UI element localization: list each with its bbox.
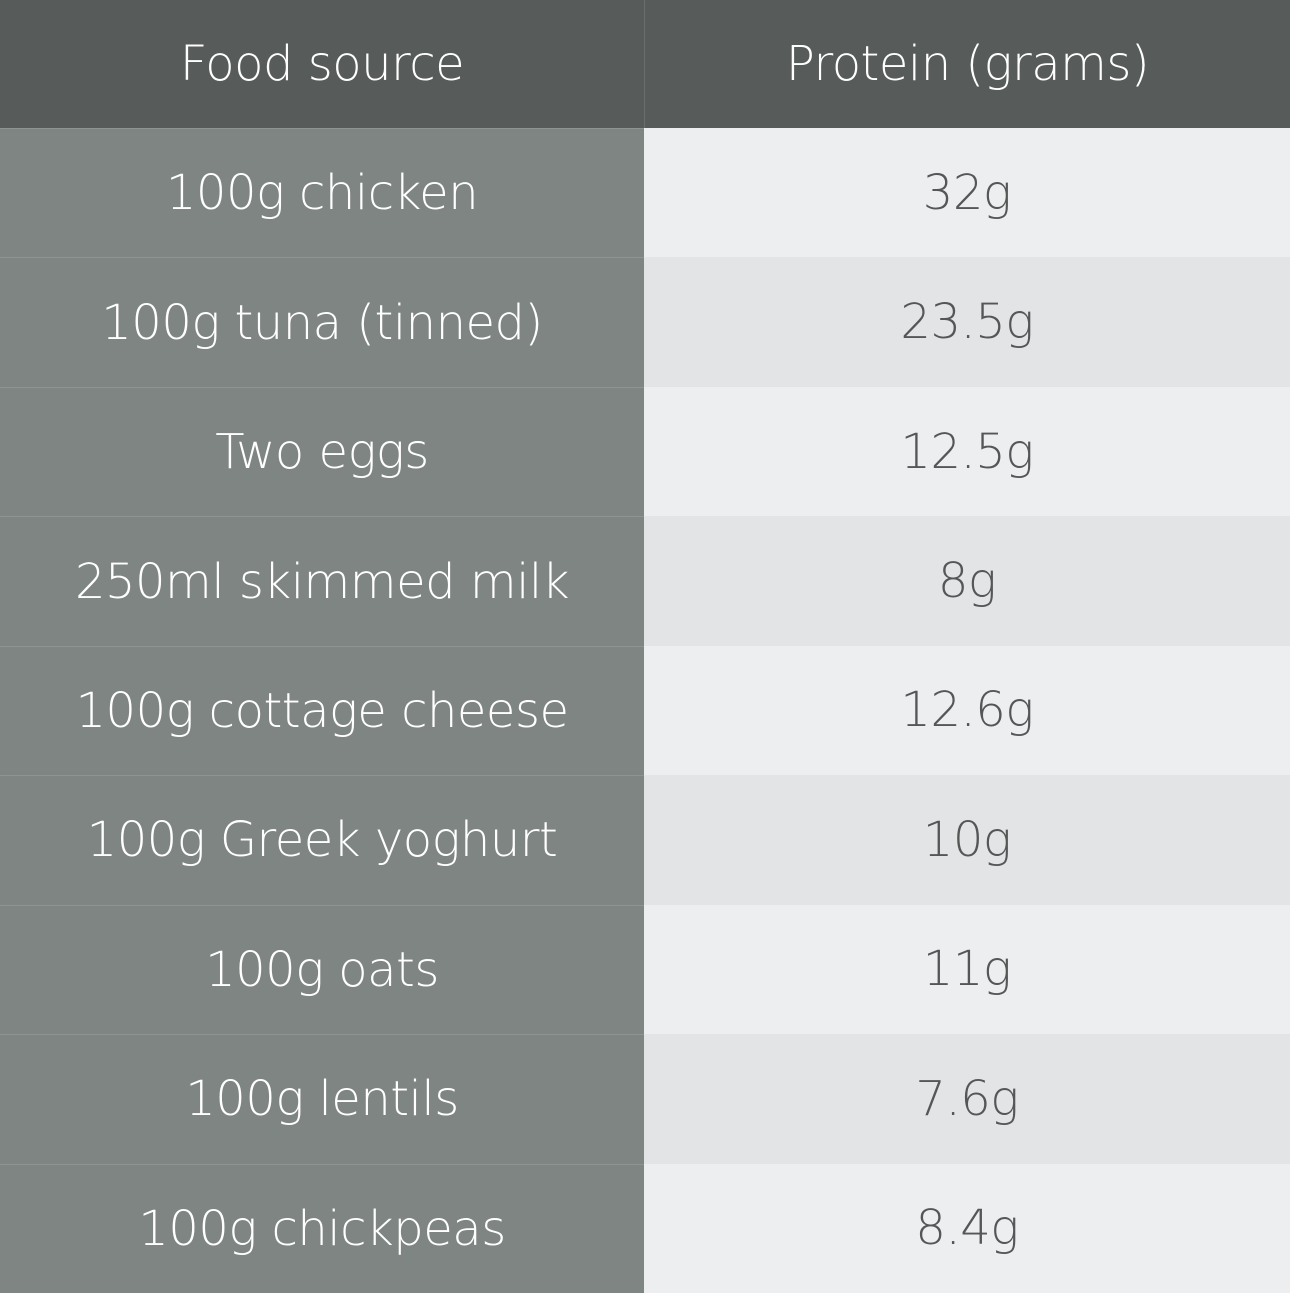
food-cell: 100g chicken <box>0 128 644 258</box>
header-cell: Protein (grams) <box>644 0 1290 128</box>
food-cell: 100g chickpeas <box>0 1163 644 1293</box>
protein-cell: 10g <box>644 775 1290 905</box>
protein-cell: 12.5g <box>644 386 1290 517</box>
protein-cell: 23.5g <box>644 257 1290 387</box>
protein-cell: 12.6g <box>644 645 1290 776</box>
food-cell: 100g cottage cheese <box>0 645 644 776</box>
food-cell: Two eggs <box>0 386 644 517</box>
protein-cell: 11g <box>644 904 1290 1035</box>
protein-cell: 7.6g <box>644 1034 1290 1164</box>
food-cell: 100g tuna (tinned) <box>0 257 644 387</box>
food-cell: 250ml skimmed milk <box>0 516 644 646</box>
food-cell: 100g oats <box>0 904 644 1035</box>
protein-cell: 32g <box>644 128 1290 258</box>
protein-cell: 8g <box>644 516 1290 646</box>
protein-cell: 8.4g <box>644 1163 1290 1293</box>
header-cell: Food source <box>0 0 644 128</box>
food-cell: 100g lentils <box>0 1034 644 1164</box>
food-cell: 100g Greek yoghurt <box>0 775 644 905</box>
